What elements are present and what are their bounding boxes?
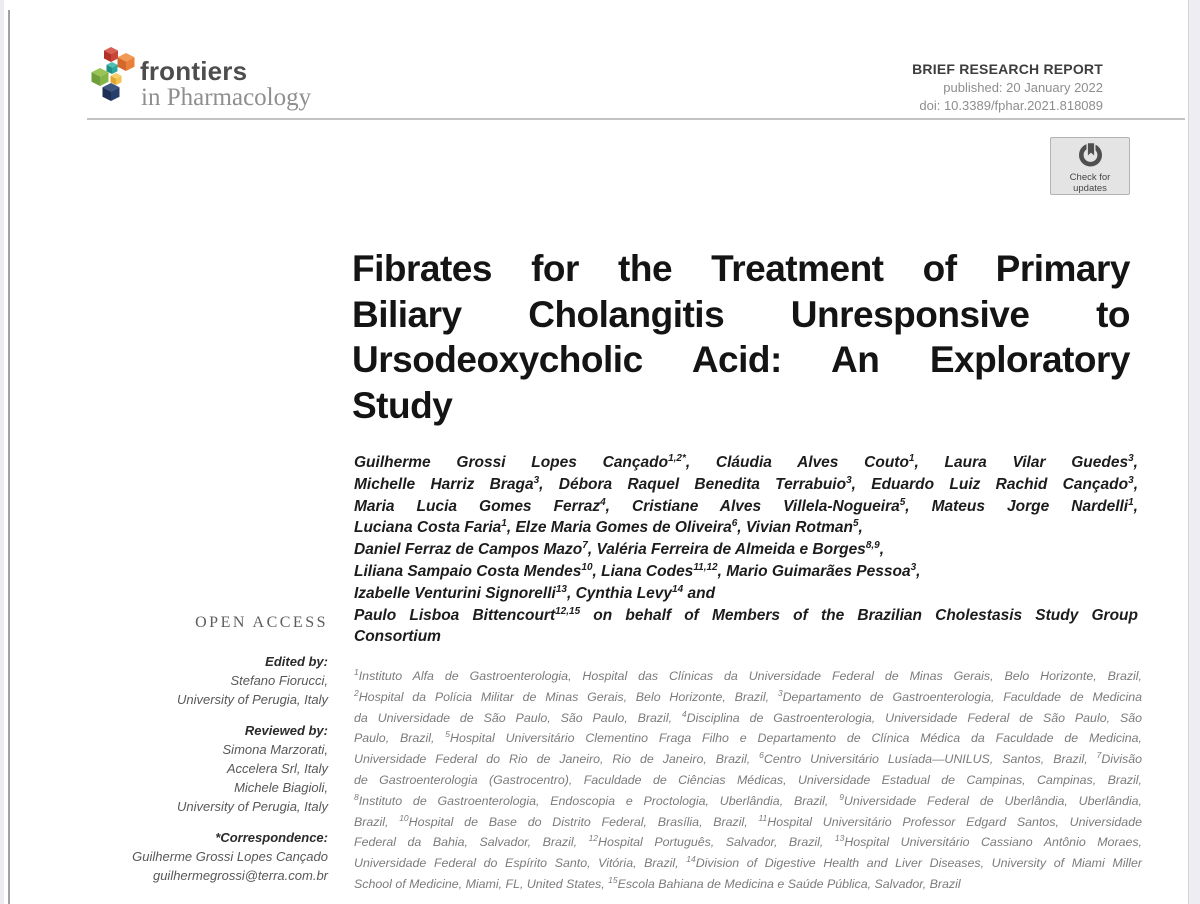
sidebar-group-label: Edited by: bbox=[265, 654, 328, 669]
title-line: Study bbox=[352, 384, 453, 426]
open-access-label: OPEN ACCESS bbox=[195, 614, 328, 631]
affiliation-number: 9 bbox=[839, 791, 844, 802]
scan-edge-left-band bbox=[0, 0, 4, 904]
affiliation-number: 13 bbox=[834, 833, 845, 844]
affiliation-number: 12 bbox=[588, 833, 599, 844]
author-line: Paulo Lisboa Bittencourt12,15 on behalf … bbox=[354, 605, 1138, 624]
affiliation-line: Universidade Federal do Rio de Janeiro, … bbox=[354, 750, 1142, 767]
affiliation-line: Paulo, Brazil, 5Hospital Universitário C… bbox=[354, 729, 1142, 746]
author-affiliation-ref: 3 bbox=[1128, 452, 1134, 464]
frontiers-logo-cubes-icon bbox=[91, 47, 135, 101]
author-affiliation-ref: 13 bbox=[555, 583, 567, 595]
sidebar-group-line: Stefano Fiorucci, bbox=[230, 672, 328, 688]
article-sidebar: OPEN ACCESS Edited by: Stefano Fiorucci, U… bbox=[96, 614, 328, 899]
scan-edge-left-line bbox=[8, 10, 10, 904]
article-type-label: BRIEF RESEARCH REPORT bbox=[912, 61, 1103, 77]
author-line: Izabelle Venturini Signorelli13, Cynthia… bbox=[354, 583, 716, 602]
scan-edge-right-band bbox=[1188, 0, 1200, 904]
author-affiliation-ref: 1 bbox=[501, 518, 507, 530]
sidebar-group: *Correspondence: Guilherme Grossi Lopes C… bbox=[96, 829, 328, 885]
affiliation-line: Brazil, 10Hospital de Base do Distrito F… bbox=[354, 812, 1142, 829]
author-affiliation-ref: 3 bbox=[910, 561, 917, 573]
affiliation-number: 15 bbox=[608, 874, 618, 885]
crossmark-icon bbox=[1078, 141, 1102, 167]
check-for-updates-badge[interactable]: Check for updates bbox=[1050, 137, 1130, 195]
published-date: published: 20 January 2022 bbox=[943, 79, 1103, 95]
sidebar-group-line: University of Perugia, Italy bbox=[176, 691, 328, 707]
author-affiliation-ref: 1,2* bbox=[668, 452, 686, 464]
title-line: Ursodeoxycholic Acid: An Exploratory bbox=[352, 339, 1131, 380]
author-line: Daniel Ferraz de Campos Mazo7, Valéria F… bbox=[354, 540, 885, 559]
author-affiliation-ref: 3 bbox=[1128, 474, 1134, 486]
sidebar-group-line: University of Perugia, Italy bbox=[176, 798, 328, 814]
article-title: Fibrates for the Treatment of Primary Bil… bbox=[352, 246, 1131, 428]
affiliation-number: 2 bbox=[354, 687, 359, 698]
author-affiliation-ref: 7 bbox=[582, 540, 588, 552]
affiliation-number: 4 bbox=[681, 708, 687, 719]
journal-logo-word: frontiers bbox=[140, 56, 248, 86]
affiliation-line: da Universidade de São Paulo, São Paulo,… bbox=[354, 708, 1142, 725]
author-affiliation-ref: 4 bbox=[600, 496, 606, 508]
author-affiliation-ref: 3 bbox=[533, 474, 540, 486]
title-line: Biliary Cholangitis Unresponsive to bbox=[352, 293, 1131, 335]
author-affiliation-ref: 1 bbox=[908, 452, 915, 464]
author-affiliation-ref: 5 bbox=[899, 496, 906, 508]
doi-text[interactable]: doi: 10.3389/fphar.2021.818089 bbox=[919, 98, 1103, 113]
sidebar-groups: Edited by: Stefano Fiorucci, University of… bbox=[96, 653, 328, 886]
author-affiliation-ref: 3 bbox=[846, 474, 852, 486]
journal-logo-subtitle: in Pharmacology bbox=[141, 84, 312, 111]
header-meta: BRIEF RESEARCH REPORT published: 20 Janu… bbox=[760, 60, 1103, 116]
author-line: Liliana Sampaio Costa Mendes10, Liana Co… bbox=[354, 561, 921, 580]
author-affiliation-ref: 5 bbox=[852, 518, 859, 530]
check-for-updates-line1: Check for bbox=[1069, 172, 1111, 183]
author-line: Luciana Costa Faria1, Elze Maria Gomes d… bbox=[354, 518, 863, 537]
affiliation-line: School of Medicine, Miami, FL, United St… bbox=[354, 874, 961, 891]
affiliation-line: 1Instituto Alfa de Gastroenterologia, Ho… bbox=[354, 666, 1142, 683]
affiliation-line: Universidade Federal do Espírito Santo, … bbox=[354, 854, 1142, 871]
header-divider bbox=[87, 118, 1185, 120]
author-line: Michelle Harriz Braga3, Débora Raquel Be… bbox=[354, 474, 1138, 493]
author-affiliation-ref: 11,12 bbox=[693, 561, 718, 573]
affiliation-number: 1 bbox=[354, 666, 359, 677]
check-for-updates-line2: updates bbox=[1073, 182, 1107, 194]
author-line: Consortium bbox=[354, 628, 441, 646]
correspondence-email[interactable]: guilhermegrossi@terra.com.br bbox=[152, 867, 328, 883]
author-line: Maria Lucia Gomes Ferraz4, Cristiane Alv… bbox=[354, 496, 1138, 515]
affiliation-number: 11 bbox=[758, 812, 768, 823]
sidebar-group-line: Michele Biagioli, bbox=[234, 779, 328, 795]
affiliations: 1Instituto Alfa de Gastroenterologia, Ho… bbox=[354, 666, 1142, 895]
sidebar-group: Edited by: Stefano Fiorucci, University of… bbox=[96, 653, 328, 709]
affiliation-line: Federal da Bahia, Salvador, Brazil, 12Ho… bbox=[354, 833, 1142, 850]
author-affiliation-ref: 10 bbox=[581, 561, 593, 573]
author-affiliation-ref: 8,9 bbox=[865, 540, 880, 552]
sidebar-group-line: Accelera Srl, Italy bbox=[226, 760, 328, 776]
affiliation-number: 6 bbox=[759, 750, 764, 761]
affiliation-number: 7 bbox=[1096, 750, 1102, 761]
affiliation-number: 14 bbox=[686, 854, 696, 865]
sidebar-group-line: Simona Marzorati, bbox=[222, 742, 328, 758]
author-line: Guilherme Grossi Lopes Cançado1,2*, Cláu… bbox=[354, 452, 1138, 471]
author-affiliation-ref: 1 bbox=[1128, 496, 1134, 508]
sidebar-group-line: Guilherme Grossi Lopes Cançado bbox=[132, 849, 328, 865]
author-affiliation-ref: 12,15 bbox=[555, 605, 581, 617]
sidebar-group: Reviewed by: Simona Marzorati, Accelera Sr… bbox=[96, 722, 328, 816]
sidebar-group-label: Reviewed by: bbox=[244, 723, 328, 739]
affiliation-line: de Gastroenterologia (Gastrocentro), Fac… bbox=[354, 772, 1142, 787]
affiliation-number: 3 bbox=[777, 687, 783, 698]
author-affiliation-ref: 6 bbox=[731, 518, 738, 530]
title-line: Fibrates for the Treatment of Primary bbox=[352, 248, 1131, 289]
affiliation-number: 8 bbox=[354, 791, 359, 802]
sidebar-group-label: *Correspondence: bbox=[215, 830, 328, 846]
affiliation-number: 5 bbox=[445, 729, 450, 740]
author-list: Guilherme Grossi Lopes Cançado1,2*, Cláu… bbox=[354, 452, 1138, 648]
author-affiliation-ref: 14 bbox=[672, 583, 684, 595]
affiliation-line: 2Hospital da Polícia Militar de Minas Ge… bbox=[354, 687, 1143, 704]
affiliation-number: 10 bbox=[399, 812, 409, 823]
affiliation-line: 8Instituto de Gastroenterologia, Endosco… bbox=[354, 791, 1142, 808]
